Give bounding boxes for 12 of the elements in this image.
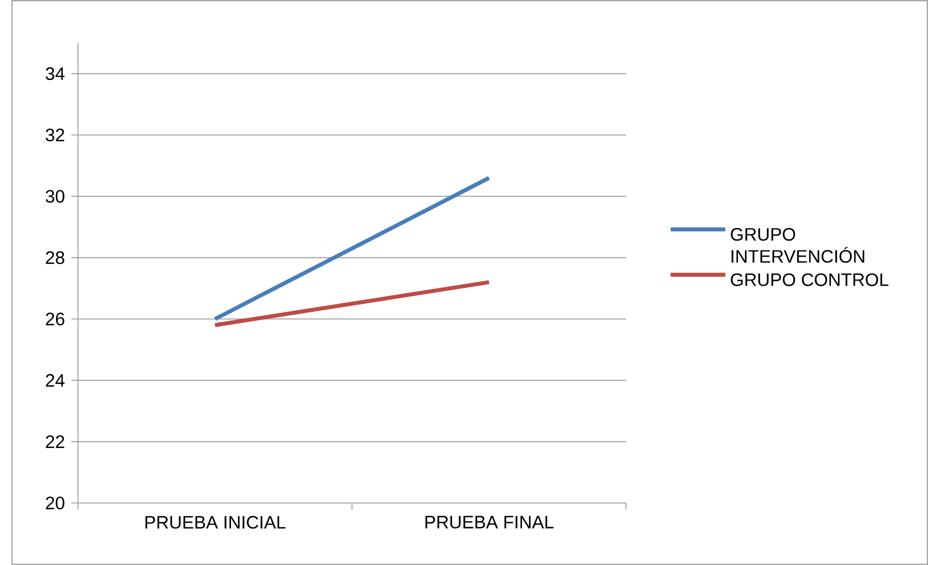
y-tick-label: 24 [46, 374, 65, 387]
legend-label: GRUPO INTERVENCIÓN [730, 228, 864, 263]
y-tick-label: 28 [46, 251, 64, 264]
y-tick-label: 32 [46, 128, 64, 142]
y-tick-label: 22 [46, 435, 64, 448]
y-tick-label: 34 [46, 67, 65, 80]
y-tick-label: 26 [46, 312, 64, 326]
x-tick-label: PRUEBA INICIAL [145, 516, 286, 529]
y-tick-label: 30 [46, 190, 64, 203]
y-tick-label: 20 [46, 496, 64, 510]
x-tick-label: PRUEBA FINAL [425, 516, 554, 528]
legend-label: GRUPO CONTROL [730, 273, 888, 286]
